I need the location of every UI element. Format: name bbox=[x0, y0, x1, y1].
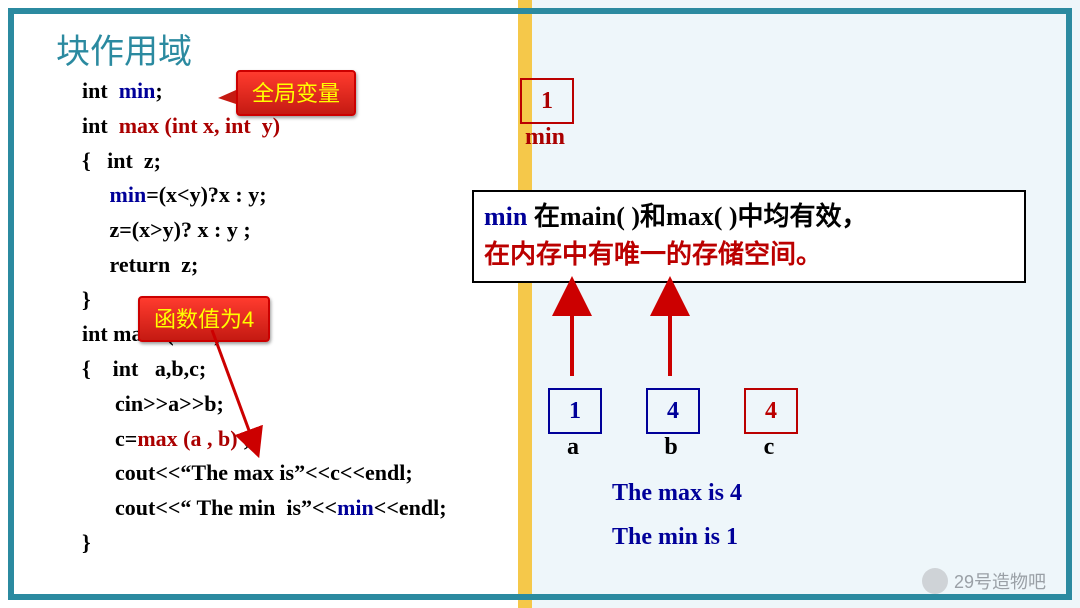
watermark-icon bbox=[922, 568, 948, 594]
explanation-box: min 在main( )和max( )中均有效， 在内存中有唯一的存储空间。 bbox=[472, 190, 1026, 283]
callout-function-value: 函数值为4 bbox=[138, 296, 270, 342]
value-box-min: 1 bbox=[520, 78, 574, 124]
kw-min: min bbox=[119, 78, 156, 103]
code-line-10: cin>>a>>b; bbox=[82, 387, 447, 422]
code-line-13: cout<<“ The min is”<<min<<endl; bbox=[82, 491, 447, 526]
value-label-min: min bbox=[518, 124, 572, 151]
value-box-b: 4 bbox=[646, 388, 700, 434]
callout-global-variable: 全局变量 bbox=[236, 70, 356, 116]
code-line-11: c=max (a , b) ; bbox=[82, 422, 447, 457]
explanation-line-2: 在内存中有唯一的存储空间。 bbox=[484, 236, 1014, 274]
value-label-a: a bbox=[546, 434, 600, 461]
value-label-b: b bbox=[644, 434, 698, 461]
code-line-5: z=(x>y)? x : y ; bbox=[82, 213, 447, 248]
code-line-6: return z; bbox=[82, 248, 447, 283]
bg-right bbox=[518, 0, 1080, 608]
watermark: 29号造物吧 bbox=[922, 568, 1046, 594]
output-line-2: The min is 1 bbox=[612, 524, 738, 551]
slide-title: 块作用域 bbox=[56, 24, 192, 73]
value-box-c: 4 bbox=[744, 388, 798, 434]
code-line-9: { int a,b,c; bbox=[82, 352, 447, 387]
value-box-a: 1 bbox=[548, 388, 602, 434]
explanation-line-1: min 在main( )和max( )中均有效， bbox=[484, 198, 1014, 236]
code-line-3: { int z; bbox=[82, 144, 447, 179]
code-line-14: } bbox=[82, 526, 447, 561]
watermark-text: 29号造物吧 bbox=[954, 568, 1046, 594]
value-label-c: c bbox=[742, 434, 796, 461]
output-line-1: The max is 4 bbox=[612, 480, 742, 507]
code-line-12: cout<<“The max is”<<c<<endl; bbox=[82, 456, 447, 491]
code-line-4: min=(x<y)?x : y; bbox=[82, 178, 447, 213]
